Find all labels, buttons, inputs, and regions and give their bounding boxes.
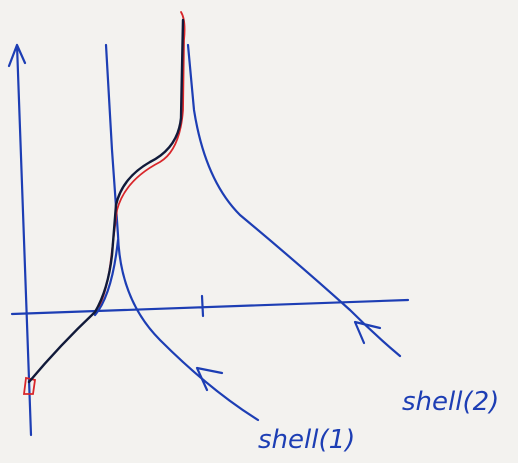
shell-2-label: shell(2) [402, 387, 499, 417]
sketch: shell(2) shell(1) [0, 0, 518, 463]
shell-1-label: shell(1) [258, 425, 355, 455]
